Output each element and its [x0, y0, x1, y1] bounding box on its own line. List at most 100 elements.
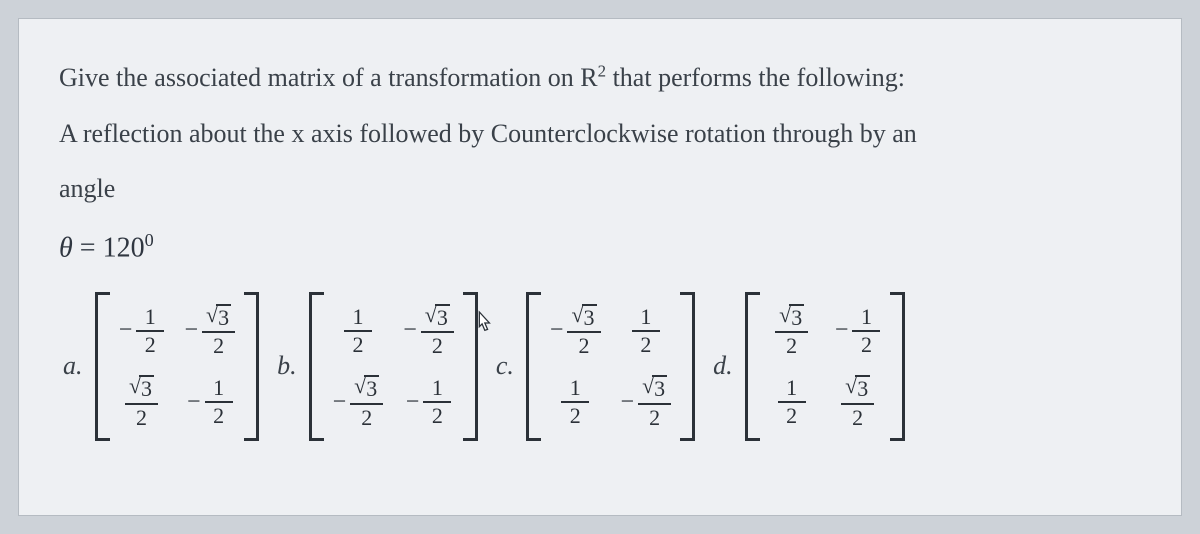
minus-sign: − [406, 389, 420, 416]
denominator: 2 [566, 403, 585, 429]
matrix-cell: √32 [835, 373, 881, 430]
numerator: 1 [636, 304, 655, 330]
matrix-cell: 12 [550, 373, 601, 430]
fraction: 12 [561, 375, 589, 429]
denominator: 2 [132, 405, 151, 431]
numerator: √3 [841, 373, 874, 402]
numerator: √3 [421, 302, 454, 331]
fraction: 12 [423, 375, 451, 429]
denominator: 2 [857, 332, 876, 358]
radicand: 3 [855, 375, 870, 400]
fraction: 12 [344, 304, 372, 358]
sqrt: √3 [354, 375, 379, 400]
denominator: 2 [575, 333, 594, 359]
minus-sign: − [187, 389, 201, 416]
denominator: 2 [209, 403, 228, 429]
answer-option[interactable]: b.12−√32−√32−12 [277, 292, 478, 440]
right-bracket-icon [245, 292, 259, 440]
numerator: √3 [350, 373, 383, 402]
sqrt: √3 [571, 304, 596, 329]
sqrt: √3 [642, 375, 667, 400]
matrix-body: 12−√32−√32−12 [323, 292, 464, 440]
fraction: √32 [421, 302, 454, 359]
option-label: c. [496, 351, 518, 381]
equals: = [73, 232, 103, 263]
matrix: 12−√32−√32−12 [309, 292, 478, 440]
matrix-cell: −√32 [403, 302, 454, 359]
theta-line: θ = 1200 [59, 230, 1141, 264]
matrix-body: −√321212−√32 [540, 292, 681, 440]
fraction: 12 [852, 304, 880, 358]
left-bracket-icon [745, 292, 759, 440]
fraction: 12 [205, 375, 233, 429]
matrix-cell: −12 [835, 302, 881, 359]
degree-mark: 0 [145, 230, 154, 250]
fraction: 12 [778, 375, 806, 429]
denominator: 2 [645, 405, 664, 431]
matrix: −12−√32√32−12 [95, 292, 260, 440]
fraction: √3 2 [202, 302, 235, 359]
minus-sign: − [185, 317, 199, 344]
numerator: 1 [566, 375, 585, 401]
radicand: 3 [364, 375, 379, 400]
denominator: 2 [428, 403, 447, 429]
denominator: 2 [357, 405, 376, 431]
answer-option[interactable]: a.−12−√32√32−12 [63, 292, 259, 440]
numerator: 1 [209, 375, 228, 401]
numerator: √3 [125, 373, 158, 402]
matrix-cell: 12 [333, 302, 384, 359]
numerator: √3 [202, 302, 235, 331]
fraction: √3 2 [638, 373, 671, 430]
radicand: 3 [789, 304, 804, 329]
matrix-cell: −√32 [333, 373, 384, 430]
options-row: a.−12−√32√32−12b.12−√32−√32−12c.−√321212… [59, 292, 1141, 440]
numerator: 1 [348, 304, 367, 330]
denominator: 2 [209, 333, 228, 359]
right-bracket-icon [891, 292, 905, 440]
answer-option[interactable]: c.−√321212−√32 [496, 292, 695, 440]
radicand: 3 [216, 304, 231, 329]
denominator: 2 [141, 332, 160, 358]
radicand: 3 [582, 304, 597, 329]
minus-sign: − [550, 317, 564, 344]
left-bracket-icon [309, 292, 323, 440]
matrix-cell: √32 [769, 302, 815, 359]
numerator: 1 [141, 304, 160, 330]
right-bracket-icon [681, 292, 695, 440]
matrix-cell: −12 [119, 302, 165, 359]
question-page: Give the associated matrix of a transfor… [18, 18, 1182, 516]
denominator: 2 [782, 403, 801, 429]
option-label: a. [63, 351, 87, 381]
fraction: √32 [775, 302, 808, 359]
radicand: 3 [652, 375, 667, 400]
sqrt: √3 [845, 375, 870, 400]
option-label: b. [277, 351, 301, 381]
q1-sup: 2 [598, 61, 606, 80]
answer-option[interactable]: d.√32−1212√32 [713, 292, 905, 440]
matrix-cell: −√32 [621, 373, 672, 430]
denominator: 2 [348, 332, 367, 358]
sqrt: √3 [129, 375, 154, 400]
matrix: −√321212−√32 [526, 292, 695, 440]
question-line-2: A reflection about the x axis followed b… [59, 115, 1141, 153]
numerator: √3 [638, 373, 671, 402]
numerator: √3 [567, 302, 600, 331]
matrix-cell: −√3 2 [185, 302, 236, 359]
numerator: 1 [782, 375, 801, 401]
matrix-cell: −√3 2 [550, 302, 601, 359]
q1-post: that performs the following: [606, 63, 905, 92]
fraction: √32 [125, 373, 158, 430]
option-label: d. [713, 351, 737, 381]
sqrt: √3 [425, 304, 450, 329]
fraction: √3 2 [567, 302, 600, 359]
question-line-1: Give the associated matrix of a transfor… [59, 59, 1141, 97]
minus-sign: − [119, 317, 133, 344]
matrix-cell: −12 [403, 373, 454, 430]
fraction: 12 [136, 304, 164, 358]
question-line-3: angle [59, 170, 1141, 208]
sqrt: √3 [779, 304, 804, 329]
numerator: 1 [428, 375, 447, 401]
sqrt: √3 [206, 304, 231, 329]
fraction: 12 [632, 304, 660, 358]
radicand: 3 [435, 304, 450, 329]
